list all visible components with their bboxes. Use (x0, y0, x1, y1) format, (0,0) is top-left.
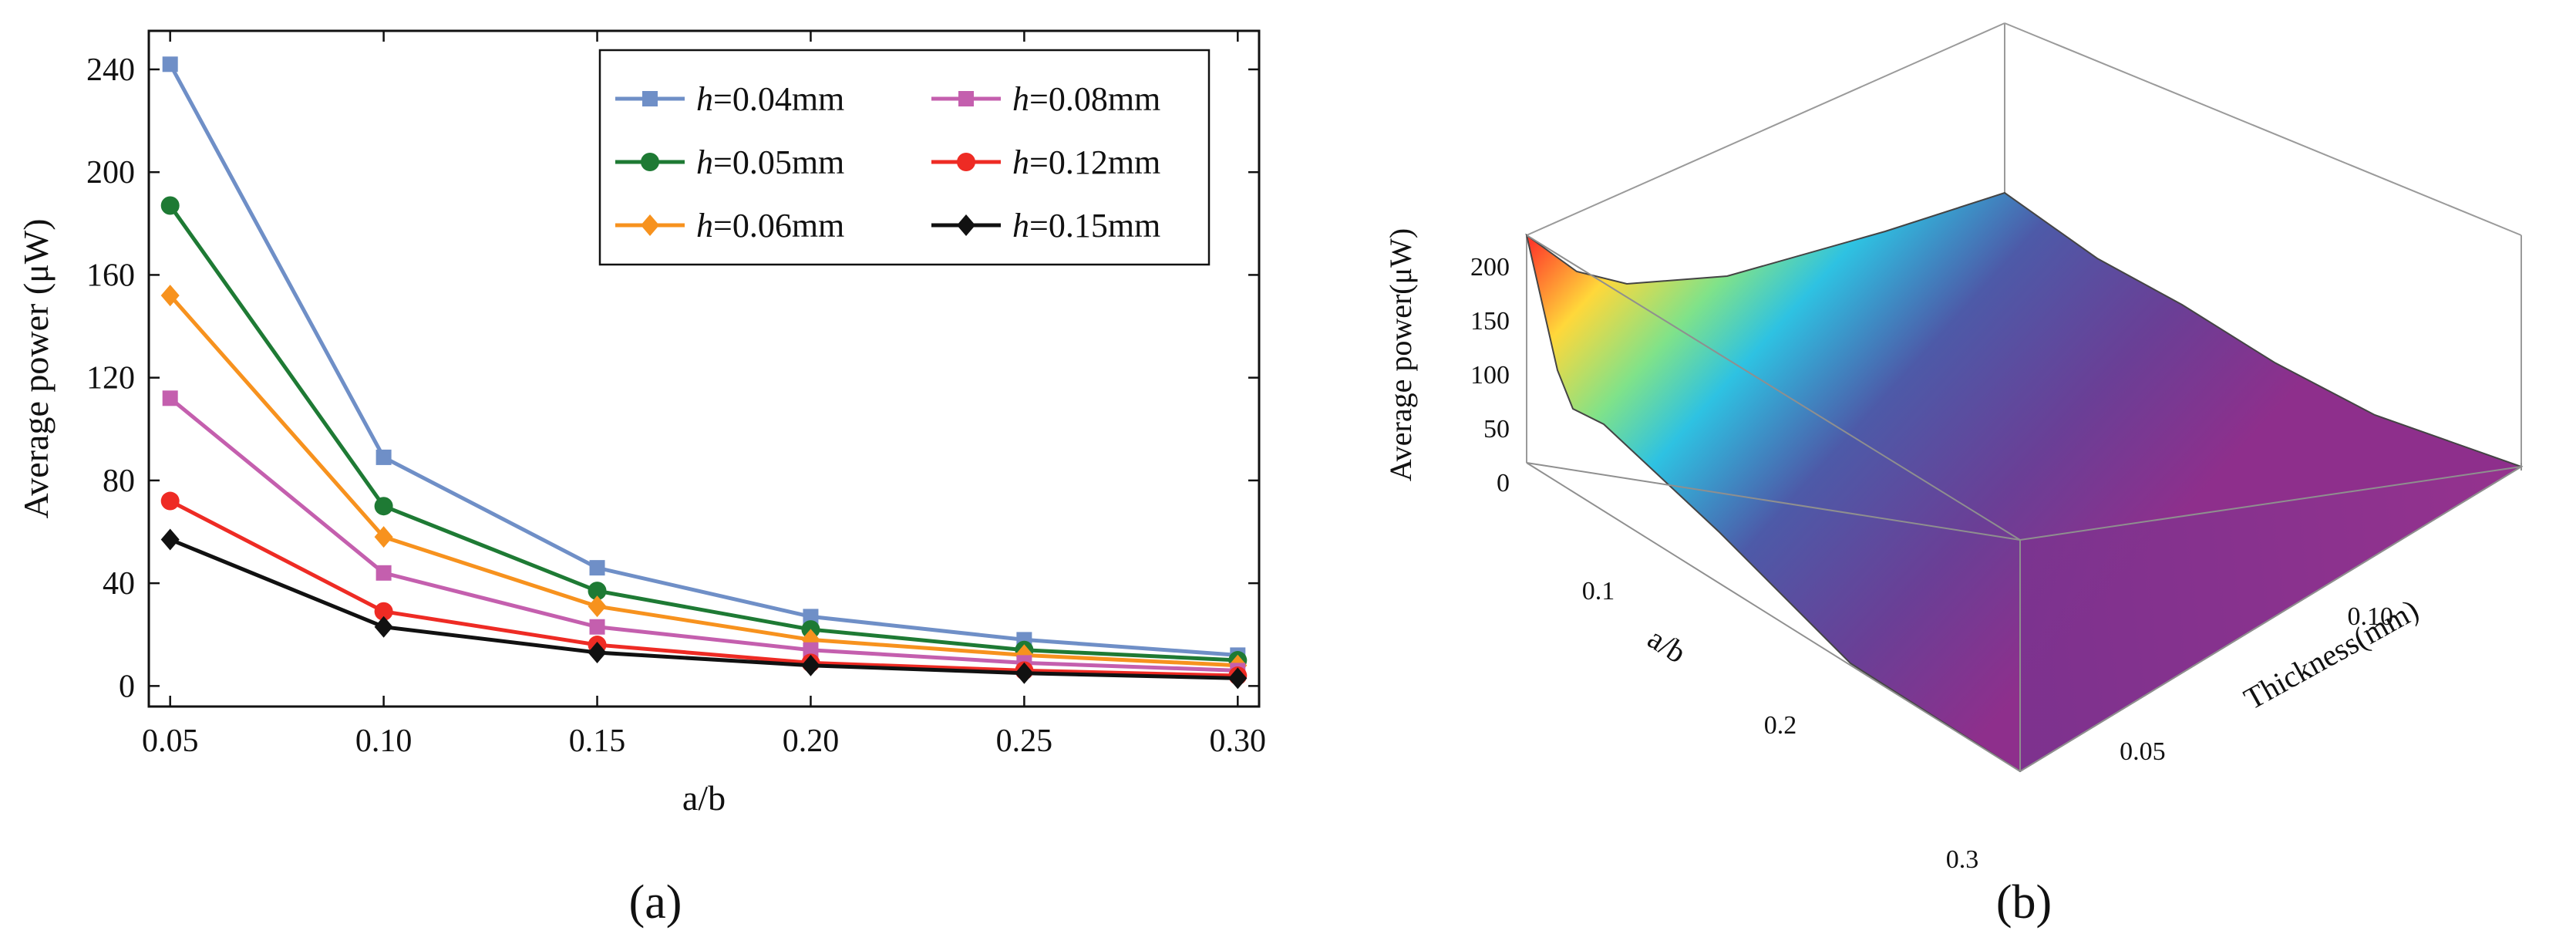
x-tick-label: 0.05 (142, 723, 199, 759)
legend-entry: h=0.05mm (615, 143, 844, 181)
data-point (588, 595, 607, 618)
legend-label: h=0.12mm (1012, 143, 1160, 181)
y-tick-label: 120 (86, 361, 135, 396)
box-front-edges (1526, 234, 2522, 772)
z-tick-label: 0 (1497, 469, 1510, 497)
data-point (160, 285, 180, 307)
legend-marker (957, 153, 975, 171)
legend-label: h=0.15mm (1012, 207, 1160, 245)
legend-marker (957, 214, 975, 236)
y-tick-label: 40 (103, 566, 135, 602)
data-point (589, 619, 605, 635)
series-line (168, 63, 1238, 657)
data-point (803, 609, 819, 625)
y-tick-label-3d: 0.10 (2348, 602, 2394, 631)
x-tick-label: 0.15 (569, 723, 626, 759)
x-axis-title-3d: a/b (1642, 621, 1692, 670)
x-tick-label: 0.20 (783, 723, 840, 759)
data-point (1015, 662, 1034, 684)
legend-entry: h=0.15mm (931, 207, 1160, 245)
x-tick-label-3d: 0.3 (1946, 845, 1979, 874)
x-tick-label: 0.25 (996, 723, 1053, 759)
box-back-edges (1526, 22, 2522, 470)
data-point (374, 602, 393, 621)
legend-entry: h=0.12mm (931, 143, 1160, 181)
series-group (160, 56, 1248, 690)
series-line (169, 396, 1238, 673)
z-tick-label: 50 (1483, 415, 1510, 444)
z-tick-label: 200 (1470, 253, 1510, 282)
y-axis-title: Average power (μW) (16, 218, 56, 518)
legend-entries: h=0.04mm h=0.05mm h=0.06mm h=0.08mm h=0.12mm… (615, 80, 1160, 245)
data-point (588, 642, 607, 664)
legend-box (598, 49, 1211, 266)
z-tick-label: 100 (1470, 361, 1510, 390)
y-tick-label: 240 (86, 52, 135, 88)
data-point (589, 560, 605, 576)
legend-marker (642, 91, 658, 106)
data-point (1228, 667, 1248, 690)
data-point (160, 491, 180, 511)
legend-entry: h=0.08mm (931, 80, 1160, 118)
z-tick-label: 150 (1470, 307, 1510, 336)
panel-label-b: (b) (1996, 876, 2052, 929)
axis-ticks (149, 31, 1259, 707)
legend-marker (958, 91, 974, 106)
legend-label: h=0.05mm (696, 143, 844, 181)
legend-marker (641, 214, 659, 236)
legend-entry: h=0.04mm (615, 80, 844, 118)
y-tick-label-3d: 0.05 (2120, 737, 2166, 766)
legend: h=0.04mm h=0.05mm h=0.06mm h=0.08mm h=0.12mm… (598, 49, 1211, 266)
tick-labels: 0.05 0.10 0.15 0.20 0.25 0.30 0 40 80 120 160 200 24… (86, 52, 1266, 759)
data-point (801, 654, 820, 676)
x-tick-label-3d: 0.1 (1582, 577, 1615, 605)
data-point (160, 196, 180, 215)
legend-marker (641, 153, 659, 171)
data-point (374, 526, 393, 548)
data-point (374, 497, 393, 516)
panel-label-a: (a) (629, 876, 682, 929)
data-point (375, 449, 392, 465)
x-tick-label-3d: 0.2 (1764, 711, 1797, 740)
legend-label: h=0.06mm (696, 207, 844, 245)
y-tick-label: 0 (119, 669, 135, 704)
data-point (374, 616, 393, 638)
series-line (168, 204, 1238, 663)
x-tick-label: 0.10 (355, 723, 412, 759)
x-axis-title: a/b (682, 778, 726, 818)
line-chart-panel-a: 0.05 0.10 0.15 0.20 0.25 0.30 0 40 80 120 160 200 24… (16, 29, 1266, 929)
surface-main (1525, 191, 2524, 773)
series-6 (160, 528, 1248, 690)
series-line (168, 294, 1238, 668)
data-point (162, 390, 178, 406)
legend-label: h=0.08mm (1012, 80, 1160, 118)
x-tick-label: 0.30 (1210, 723, 1267, 759)
legend-label: h=0.04mm (696, 80, 844, 118)
y-tick-label: 80 (103, 464, 135, 499)
data-point (588, 582, 607, 601)
data-point (162, 56, 178, 73)
y-tick-label: 200 (86, 155, 135, 191)
y-tick-label: 160 (86, 258, 135, 293)
series-line (169, 499, 1238, 678)
data-point (375, 565, 392, 581)
z-axis-title: Average power(μW) (1383, 228, 1418, 481)
data-point (160, 528, 180, 551)
legend-entry: h=0.06mm (615, 207, 844, 245)
data-point (803, 642, 819, 658)
series-line (169, 538, 1238, 680)
